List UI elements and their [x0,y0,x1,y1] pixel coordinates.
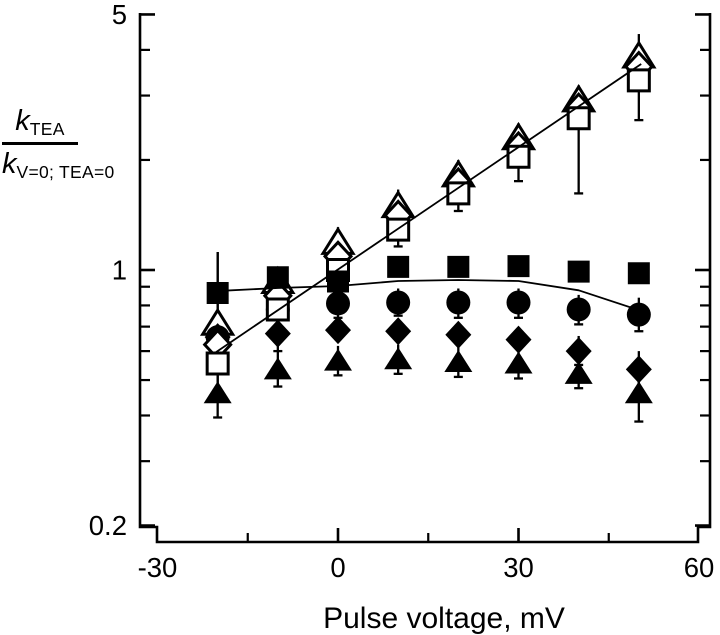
y-tick-label: 1 [112,255,127,286]
x-tick-label: 30 [503,552,534,583]
series-filled-triangle [203,347,653,404]
y-label-denominator: kV=0; TEA=0 [2,147,114,184]
y-tick-label: 5 [112,0,127,30]
x-tick-label: -30 [138,552,178,583]
k-ref-subscript: V=0; TEA=0 [16,162,115,182]
x-tick-label: 0 [330,552,345,583]
y-label-numerator: kTEA [2,104,78,141]
x-axis-title: Pulse voltage, mV [323,602,565,635]
y-tick-label: 0.2 [89,510,127,541]
fit-line-exponential-fit [215,63,642,353]
fraction-bar [2,142,78,145]
axes-frame [138,13,712,544]
y-axis-label: kTEA kV=0; TEA=0 [2,104,114,184]
k-tea-symbol: k [15,105,30,137]
k-ref-symbol: k [2,148,17,180]
k-tea-subscript: TEA [29,119,65,139]
x-tick-label: 60 [684,552,715,583]
series-filled-square [206,255,650,305]
